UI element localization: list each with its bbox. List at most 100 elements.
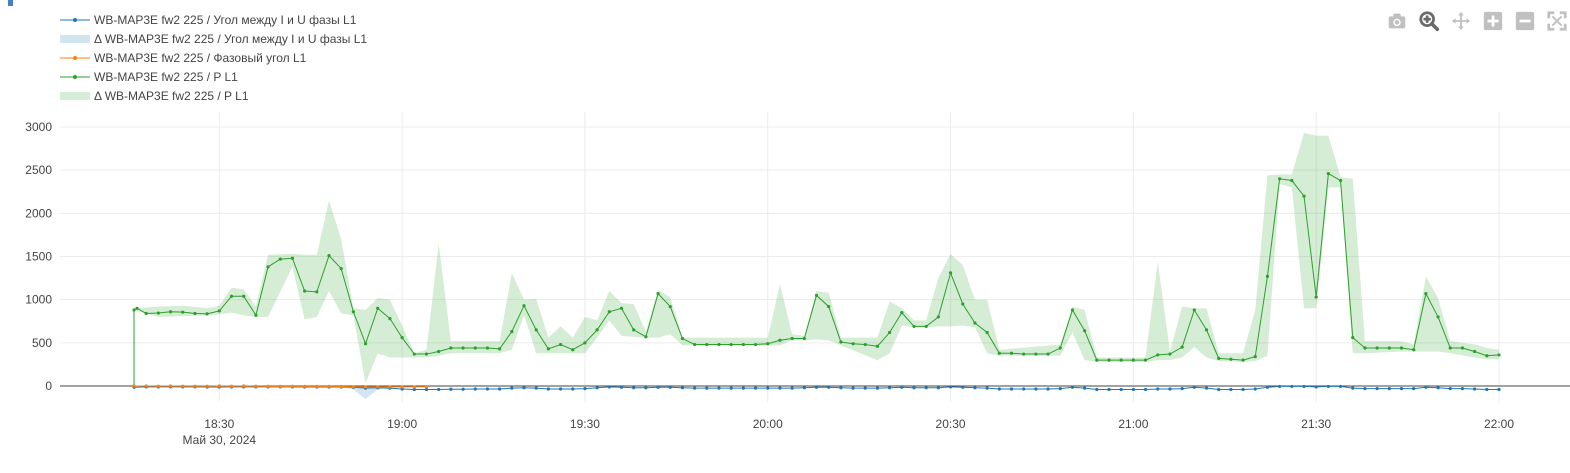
point-angle_iu xyxy=(1278,384,1282,389)
x-tick-label: 22:00 xyxy=(1484,417,1514,431)
point-power xyxy=(668,304,672,309)
zoom-icon[interactable] xyxy=(1416,8,1442,34)
point-power xyxy=(278,257,282,261)
point-power xyxy=(753,342,758,347)
point-phase_angle xyxy=(205,384,209,388)
point-angle_iu xyxy=(705,386,709,390)
point-angle_iu xyxy=(1204,386,1209,390)
point-angle_iu xyxy=(863,386,867,390)
point-power xyxy=(1265,274,1270,278)
point-angle_iu xyxy=(839,386,843,390)
point-power xyxy=(644,335,648,339)
point-power xyxy=(717,342,721,347)
x-tick-label: 19:00 xyxy=(387,417,417,431)
point-power xyxy=(1083,329,1087,333)
point-power xyxy=(1253,355,1257,359)
point-power xyxy=(1326,172,1330,176)
point-power xyxy=(863,342,867,347)
point-angle_iu xyxy=(498,387,502,391)
point-phase_angle xyxy=(388,385,392,389)
point-angle_iu xyxy=(1119,387,1123,392)
point-power xyxy=(485,346,490,350)
point-angle_iu xyxy=(1046,387,1050,391)
series-lines xyxy=(132,172,1501,392)
point-phase_angle xyxy=(132,384,136,388)
legend-item[interactable]: WB-MAP3E fw2 225 / Фазовый угол L1 xyxy=(60,51,307,65)
point-power xyxy=(1217,356,1221,360)
point-angle_iu xyxy=(644,386,648,390)
point-power xyxy=(1058,346,1062,350)
point-power xyxy=(498,347,502,351)
point-power xyxy=(1107,358,1111,362)
point-angle_iu xyxy=(1022,387,1026,391)
legend-label: WB-MAP3E fw2 225 / Угол между I и U фазы… xyxy=(94,13,357,27)
point-power xyxy=(595,328,599,332)
point-angle_iu xyxy=(985,386,989,390)
zoom-in-icon[interactable] xyxy=(1480,8,1506,34)
zoom-out-icon[interactable] xyxy=(1512,8,1538,34)
point-power xyxy=(339,266,343,271)
point-power xyxy=(1338,178,1343,183)
legend[interactable]: WB-MAP3E fw2 225 / Угол между I и U фазы… xyxy=(60,13,367,103)
point-power xyxy=(814,293,819,297)
legend-item[interactable]: Δ WB-MAP3E fw2 225 / P L1 xyxy=(60,89,249,103)
point-power xyxy=(839,340,843,344)
point-angle_iu xyxy=(900,385,904,389)
point-angle_iu xyxy=(851,386,855,390)
point-phase_angle xyxy=(424,385,429,389)
point-angle_iu xyxy=(607,385,611,389)
legend-label: Δ WB-MAP3E fw2 225 / Угол между I и U фа… xyxy=(94,32,367,46)
point-phase_angle xyxy=(242,384,246,388)
point-power xyxy=(437,349,441,354)
point-power xyxy=(705,342,709,347)
point-phase_angle xyxy=(168,384,173,388)
point-phase_angle xyxy=(351,385,355,389)
point-angle_iu xyxy=(571,387,575,391)
point-power xyxy=(412,352,416,356)
legend-item[interactable]: WB-MAP3E fw2 225 / P L1 xyxy=(60,70,238,84)
autoscale-icon[interactable] xyxy=(1544,8,1570,34)
point-power xyxy=(1022,352,1026,356)
legend-item[interactable]: Δ WB-MAP3E fw2 225 / Угол между I и U фа… xyxy=(60,32,367,46)
point-angle_iu xyxy=(997,387,1001,391)
legend-marker-swatch xyxy=(73,75,77,79)
point-power xyxy=(1436,315,1440,319)
point-angle_iu xyxy=(729,386,733,390)
point-angle_iu xyxy=(827,385,831,389)
point-angle_iu xyxy=(1107,387,1111,392)
point-angle_iu xyxy=(1399,386,1404,391)
point-angle_iu xyxy=(924,386,928,390)
point-angle_iu xyxy=(1363,386,1367,391)
point-angle_iu xyxy=(473,387,477,391)
point-power xyxy=(607,310,611,314)
point-angle_iu xyxy=(1131,387,1135,392)
camera-icon[interactable] xyxy=(1384,8,1410,34)
legend-band-swatch xyxy=(60,92,90,100)
point-phase_angle xyxy=(290,384,295,388)
pan-icon[interactable] xyxy=(1448,8,1474,34)
point-angle_iu xyxy=(546,387,550,391)
point-angle_iu xyxy=(1034,387,1038,391)
point-power xyxy=(973,321,977,325)
modebar xyxy=(1384,8,1570,34)
point-power xyxy=(205,312,209,316)
point-power xyxy=(912,324,916,329)
point-power xyxy=(1180,345,1184,349)
point-power xyxy=(1204,328,1209,332)
point-angle_iu xyxy=(1497,387,1501,392)
point-power xyxy=(1046,352,1050,356)
point-power xyxy=(558,342,563,347)
point-power xyxy=(680,336,685,341)
x-tick-label: 19:30 xyxy=(570,417,600,431)
point-power xyxy=(632,328,636,332)
point-angle_iu xyxy=(766,386,770,390)
point-power xyxy=(766,342,770,346)
legend-marker-swatch xyxy=(73,56,77,60)
point-power xyxy=(229,294,234,298)
point-angle_iu xyxy=(680,386,685,390)
point-power xyxy=(461,346,465,350)
point-angle_iu xyxy=(656,385,660,389)
legend-item[interactable]: WB-MAP3E fw2 225 / Угол между I и U фазы… xyxy=(60,13,357,27)
band-angle_iu_band xyxy=(341,386,390,399)
point-power xyxy=(619,306,624,310)
